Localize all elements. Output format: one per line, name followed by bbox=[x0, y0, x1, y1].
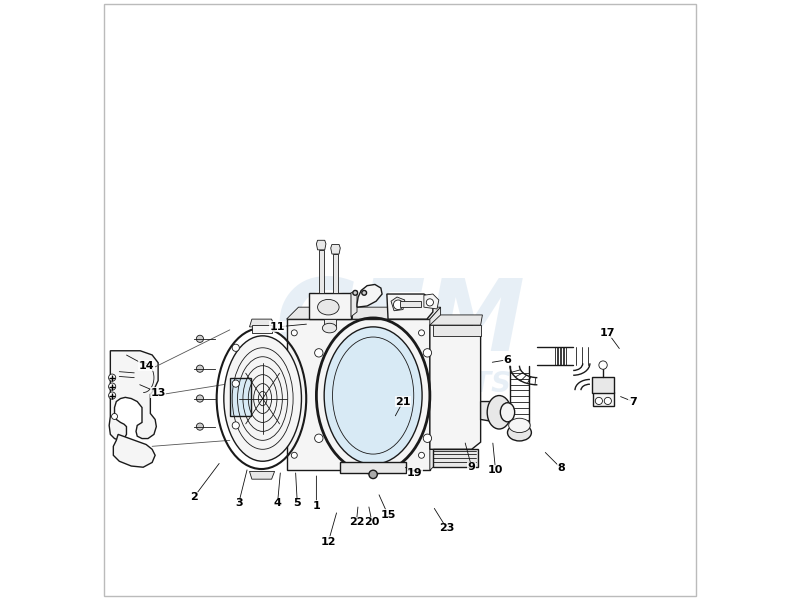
Text: 20: 20 bbox=[364, 517, 380, 527]
Ellipse shape bbox=[321, 298, 354, 316]
Circle shape bbox=[196, 365, 203, 372]
Text: 3: 3 bbox=[235, 498, 242, 508]
Circle shape bbox=[314, 349, 323, 357]
Circle shape bbox=[362, 290, 366, 295]
Text: 5: 5 bbox=[294, 498, 301, 508]
Polygon shape bbox=[318, 250, 323, 293]
Ellipse shape bbox=[322, 323, 337, 333]
Polygon shape bbox=[400, 301, 421, 307]
Circle shape bbox=[423, 349, 432, 357]
Polygon shape bbox=[286, 307, 441, 319]
Polygon shape bbox=[433, 449, 478, 467]
Circle shape bbox=[314, 434, 323, 442]
Polygon shape bbox=[357, 284, 382, 307]
Text: 19: 19 bbox=[407, 468, 422, 478]
Circle shape bbox=[604, 397, 611, 404]
Polygon shape bbox=[340, 463, 406, 473]
Circle shape bbox=[394, 300, 403, 310]
Circle shape bbox=[423, 434, 432, 442]
Polygon shape bbox=[310, 293, 351, 319]
Circle shape bbox=[426, 299, 434, 306]
Polygon shape bbox=[286, 319, 430, 470]
Circle shape bbox=[369, 470, 378, 479]
Polygon shape bbox=[114, 434, 155, 467]
Polygon shape bbox=[109, 351, 158, 440]
Ellipse shape bbox=[318, 299, 339, 315]
Ellipse shape bbox=[509, 418, 530, 433]
Polygon shape bbox=[333, 254, 338, 293]
Polygon shape bbox=[250, 319, 274, 327]
Polygon shape bbox=[230, 377, 250, 416]
Text: 21: 21 bbox=[395, 397, 410, 407]
Circle shape bbox=[196, 395, 203, 402]
Text: 12: 12 bbox=[321, 537, 336, 547]
Polygon shape bbox=[592, 377, 614, 392]
Circle shape bbox=[111, 413, 118, 419]
Text: 1: 1 bbox=[313, 501, 320, 511]
Ellipse shape bbox=[500, 403, 514, 422]
Circle shape bbox=[418, 330, 425, 336]
Ellipse shape bbox=[324, 327, 422, 464]
Text: 2: 2 bbox=[190, 492, 198, 502]
Ellipse shape bbox=[507, 424, 531, 441]
Circle shape bbox=[109, 392, 116, 399]
Circle shape bbox=[232, 422, 239, 429]
Circle shape bbox=[418, 452, 425, 458]
Circle shape bbox=[291, 330, 298, 336]
Polygon shape bbox=[593, 392, 614, 406]
Polygon shape bbox=[433, 325, 481, 336]
Polygon shape bbox=[424, 294, 439, 309]
Circle shape bbox=[291, 452, 298, 458]
Text: 9: 9 bbox=[468, 462, 476, 472]
Circle shape bbox=[232, 344, 239, 352]
Text: 6: 6 bbox=[503, 355, 511, 365]
Text: 8: 8 bbox=[558, 463, 565, 473]
Circle shape bbox=[109, 374, 116, 381]
Text: 7: 7 bbox=[629, 397, 637, 407]
Text: 4: 4 bbox=[274, 498, 282, 508]
Polygon shape bbox=[250, 472, 274, 479]
Text: 23: 23 bbox=[439, 523, 454, 533]
Polygon shape bbox=[316, 240, 326, 250]
Text: 15: 15 bbox=[380, 510, 396, 520]
Text: 10: 10 bbox=[488, 465, 503, 475]
Polygon shape bbox=[387, 294, 433, 319]
Circle shape bbox=[353, 290, 358, 295]
Polygon shape bbox=[430, 315, 482, 325]
Circle shape bbox=[595, 397, 602, 404]
Polygon shape bbox=[351, 290, 357, 317]
Text: 11: 11 bbox=[270, 322, 286, 332]
Circle shape bbox=[196, 335, 203, 343]
Polygon shape bbox=[323, 319, 335, 327]
Text: 22: 22 bbox=[349, 517, 364, 527]
Polygon shape bbox=[330, 244, 340, 254]
Text: 14: 14 bbox=[138, 361, 154, 371]
Polygon shape bbox=[252, 325, 271, 333]
Polygon shape bbox=[322, 307, 352, 319]
Text: 13: 13 bbox=[150, 388, 166, 398]
Circle shape bbox=[232, 380, 239, 387]
Polygon shape bbox=[391, 297, 405, 311]
Text: MOTOR PARTS: MOTOR PARTS bbox=[289, 370, 511, 398]
Circle shape bbox=[599, 361, 607, 369]
Polygon shape bbox=[430, 307, 441, 470]
Ellipse shape bbox=[224, 336, 302, 461]
Text: GEM: GEM bbox=[275, 275, 525, 373]
Polygon shape bbox=[481, 401, 498, 422]
Circle shape bbox=[109, 383, 116, 390]
Polygon shape bbox=[430, 325, 481, 449]
Text: 17: 17 bbox=[600, 328, 615, 338]
Circle shape bbox=[196, 423, 203, 430]
Ellipse shape bbox=[487, 395, 511, 429]
